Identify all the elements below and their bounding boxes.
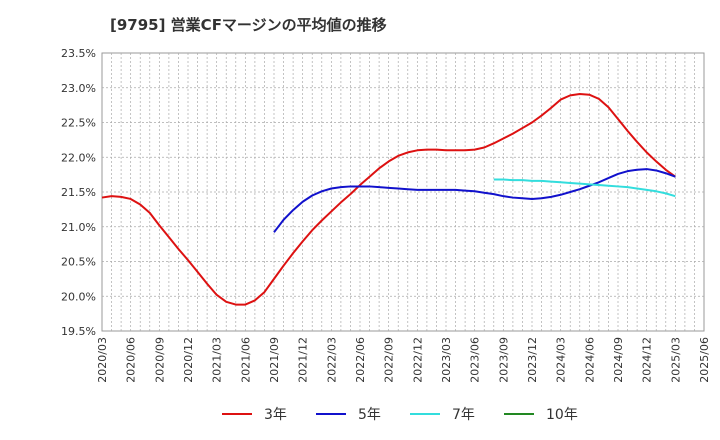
y-tick-label: 20.0% (61, 290, 96, 303)
y-tick-label: 19.5% (61, 325, 96, 338)
chart-title: [9795] 営業CFマージンの平均値の推移 (110, 16, 387, 34)
y-tick-label: 23.5% (61, 47, 96, 60)
x-tick-label: 2022/09 (383, 337, 396, 383)
x-tick-label: 2021/06 (239, 337, 252, 383)
y-tick-label: 20.5% (61, 256, 96, 269)
y-tick-label: 21.0% (61, 221, 96, 234)
series-lines (101, 93, 676, 306)
x-tick-label: 2021/09 (268, 337, 281, 383)
x-tick-label: 2020/12 (182, 337, 195, 383)
series-line-7年 (493, 178, 676, 198)
x-tick-label: 2024/03 (555, 337, 568, 383)
y-tick-label: 22.0% (61, 151, 96, 164)
x-tick-label: 2025/03 (669, 337, 682, 383)
x-tick-label: 2020/09 (153, 337, 166, 383)
legend-label: 10年 (546, 407, 578, 423)
x-tick-label: 2025/06 (698, 337, 711, 383)
x-tick-label: 2023/09 (497, 337, 510, 383)
series-line-3年 (101, 93, 676, 306)
x-tick-label: 2020/06 (125, 337, 138, 383)
x-tick-label: 2023/03 (440, 337, 453, 383)
x-tick-label: 2024/06 (583, 337, 596, 383)
y-tick-labels: 19.5% 20.0% 20.5% 21.0% 21.5% 22.0% 22.5% 23.0%… (61, 47, 96, 338)
y-tick-label: 23.0% (61, 82, 96, 95)
x-tick-label: 2022/12 (411, 337, 424, 383)
x-tick-label: 2023/06 (469, 337, 482, 383)
x-tick-label: 2021/03 (211, 337, 224, 383)
legend-label: 5年 (358, 407, 381, 423)
x-tick-label: 2024/09 (612, 337, 625, 383)
x-tick-label: 2024/12 (641, 337, 654, 383)
x-tick-label: 2022/03 (325, 337, 338, 383)
legend-label: 3年 (264, 407, 287, 423)
legend: 3年 5年 7年 10年 (222, 407, 578, 423)
x-tick-labels: 2020/03 2020/06 2020/09 2020/12 2021/03 2021/… (96, 337, 711, 383)
x-tick-label: 2022/06 (354, 337, 367, 383)
y-tick-label: 22.5% (61, 117, 96, 130)
x-tick-label: 2021/12 (297, 337, 310, 383)
series-line-5年 (273, 168, 676, 233)
x-tick-label: 2023/12 (526, 337, 539, 383)
legend-label: 7年 (452, 407, 475, 423)
y-tick-label: 21.5% (61, 186, 96, 199)
x-tick-label: 2020/03 (96, 337, 109, 383)
y-gridlines (102, 87, 704, 297)
